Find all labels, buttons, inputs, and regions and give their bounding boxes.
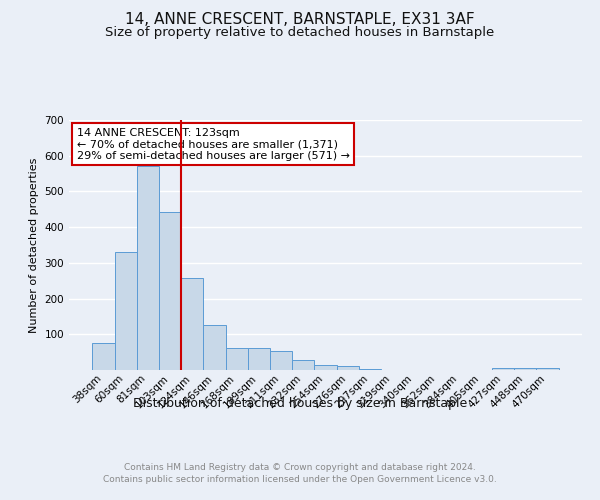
Bar [248,348,270,370]
Bar [203,326,226,370]
Bar [359,369,381,370]
Bar [137,166,159,370]
Bar [514,368,536,370]
Text: 14 ANNE CRESCENT: 123sqm
← 70% of detached houses are smaller (1,371)
29% of sem: 14 ANNE CRESCENT: 123sqm ← 70% of detach… [77,128,350,160]
Bar [314,364,337,370]
Text: Size of property relative to detached houses in Barnstaple: Size of property relative to detached ho… [106,26,494,39]
Text: Distribution of detached houses by size in Barnstaple: Distribution of detached houses by size … [133,398,467,410]
Bar [226,348,248,370]
Bar [337,366,359,370]
Bar [159,212,181,370]
Bar [292,360,314,370]
Text: Contains HM Land Registry data © Crown copyright and database right 2024.
Contai: Contains HM Land Registry data © Crown c… [103,462,497,484]
Bar [492,368,514,370]
Y-axis label: Number of detached properties: Number of detached properties [29,158,39,332]
Text: 14, ANNE CRESCENT, BARNSTAPLE, EX31 3AF: 14, ANNE CRESCENT, BARNSTAPLE, EX31 3AF [125,12,475,28]
Bar [181,278,203,370]
Bar [536,368,559,370]
Bar [270,351,292,370]
Bar [92,343,115,370]
Bar [115,252,137,370]
